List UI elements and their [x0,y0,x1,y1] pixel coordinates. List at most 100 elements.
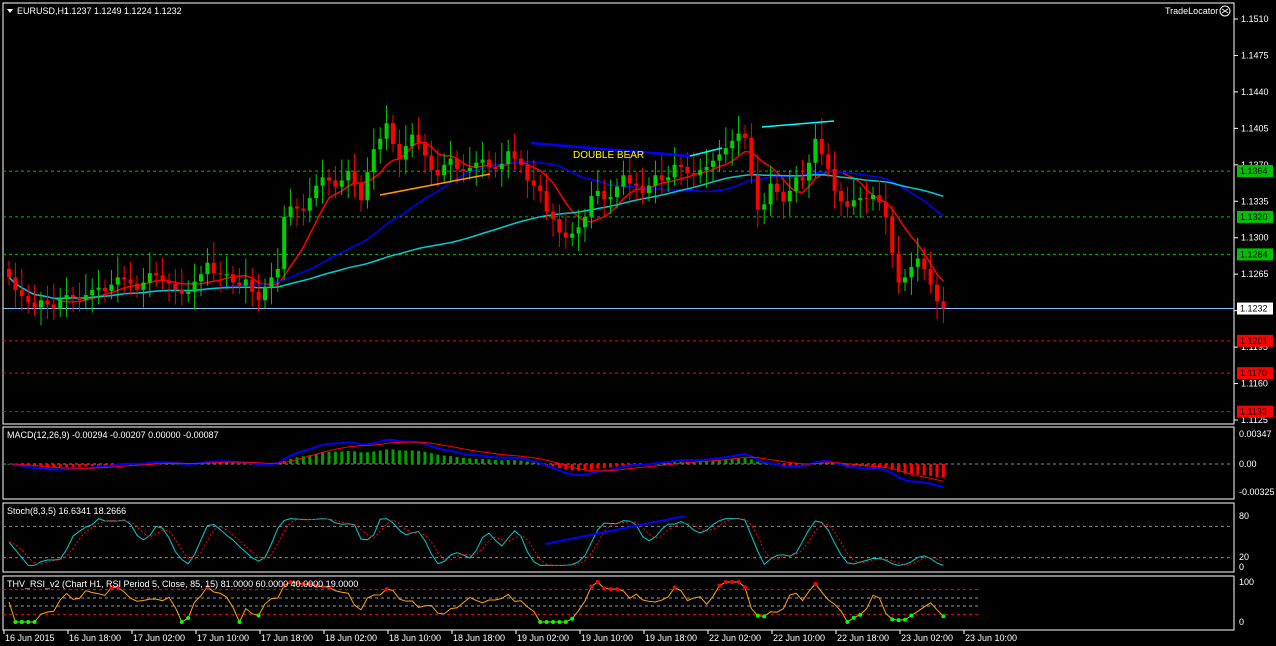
rsi-oversold-dot [256,613,261,618]
candle-body [429,155,434,171]
candle-body [256,291,261,301]
rsi-oversold-dot [19,620,24,624]
ma-slow-line [8,173,944,300]
candle-body [679,164,683,167]
macd-histogram-bar [148,463,152,465]
rsi-overbought-dot [717,583,722,588]
price-tick-label: 1.1195 [1241,342,1268,352]
candle-body [775,183,779,192]
macd-panel-border [2,426,1235,500]
candle-body [557,218,562,233]
candle-body [51,304,56,309]
brand-logo-icon [1219,5,1231,17]
candle-body [467,167,472,172]
candle-body [794,177,799,191]
candle-body [224,274,229,276]
rsi-overbought-dot [615,587,619,592]
level-tag [1237,165,1273,178]
macd-histogram-bar [90,464,94,467]
candle-body [506,151,511,164]
macd-histogram-bar [225,462,229,464]
macd-signal-line [8,441,944,482]
candle-body [647,185,651,193]
macd-histogram-bar [737,458,741,464]
rsi-oversold-dot [851,615,856,620]
time-tick-label: 17 Jun 18:00 [261,633,313,643]
macd-histogram-bar [692,461,696,464]
candle-body [672,164,677,178]
candle-body [307,198,312,211]
rsi-overbought-dot [320,584,325,589]
time-tick-label: 23 Jun 02:00 [901,633,953,643]
candle-body [327,177,331,181]
candle-body [845,201,850,207]
candle-body [26,296,31,303]
candle-body [871,195,875,200]
macd-histogram-bar [897,464,901,473]
macd-histogram-bar [397,450,401,464]
rsi-overbought-dot [205,584,210,589]
candle-body [512,151,517,159]
macd-histogram-bar [84,464,88,467]
rsi-overbought-dot [384,587,389,592]
candle-body [570,233,575,238]
macd-histogram-bar [628,464,632,465]
candle-body [691,173,696,176]
macd-histogram-bar [577,464,581,471]
candle-body [250,279,255,292]
macd-histogram-bar [762,463,766,465]
price-tick-label: 1.1160 [1241,379,1268,389]
macd-histogram-bar [77,464,81,467]
macd-histogram-bar [922,464,926,476]
candle-body [711,160,715,167]
candle-body [314,185,319,199]
macd-histogram-bar [103,464,107,466]
collapse-triangle-icon[interactable] [7,9,13,13]
rsi-oversold-dot [858,612,863,617]
macd-histogram-bar [52,464,56,468]
level-tag-label: 1.1133 [1240,407,1267,417]
candle-body [563,232,568,238]
candle-body [640,185,645,193]
macd-histogram-bar [564,464,568,470]
candle-body [403,146,408,160]
candle-body [192,281,197,292]
macd-histogram-bar [583,464,587,471]
candle-body [883,202,888,217]
time-tick-label: 22 Jun 10:00 [773,633,825,643]
rsi-overbought-dot [730,580,735,584]
time-tick-label: 22 Jun 18:00 [837,633,889,643]
macd-histogram-bar [308,455,312,464]
candle-body [474,162,479,168]
macd-histogram-bar [711,460,715,464]
macd-histogram-bar [109,464,113,466]
rsi-overbought-dot [672,585,677,590]
candle-body [634,183,639,186]
candle-body [551,211,555,219]
candle-body [13,277,18,290]
time-tick-label: 18 Jun 02:00 [325,633,377,643]
candle-body [922,258,927,269]
candle-body [231,274,235,283]
candle-body [858,198,863,201]
level-tag [1237,367,1273,380]
candle-body [941,301,946,309]
macd-histogram-bar [333,451,337,464]
candle-body [77,297,82,301]
time-tick-label: 19 Jun 18:00 [645,633,697,643]
macd-histogram-bar [244,463,248,465]
candle-body [544,190,549,212]
macd-histogram-bar [877,464,881,467]
rsi-oversold-dot [237,620,242,624]
candle-body [768,183,773,205]
candle-body [621,175,626,187]
level-tag-label: 1.1364 [1240,166,1268,176]
candle-body [595,190,600,197]
candle-body [237,282,242,286]
macd-histogram-bar [890,464,894,470]
level-tag-label: 1.1320 [1240,212,1268,222]
time-tick-label: 16 Jun 2015 [5,633,55,643]
time-tick-label: 19 Jun 10:00 [581,633,633,643]
rsi-overbought-dot [736,580,741,584]
